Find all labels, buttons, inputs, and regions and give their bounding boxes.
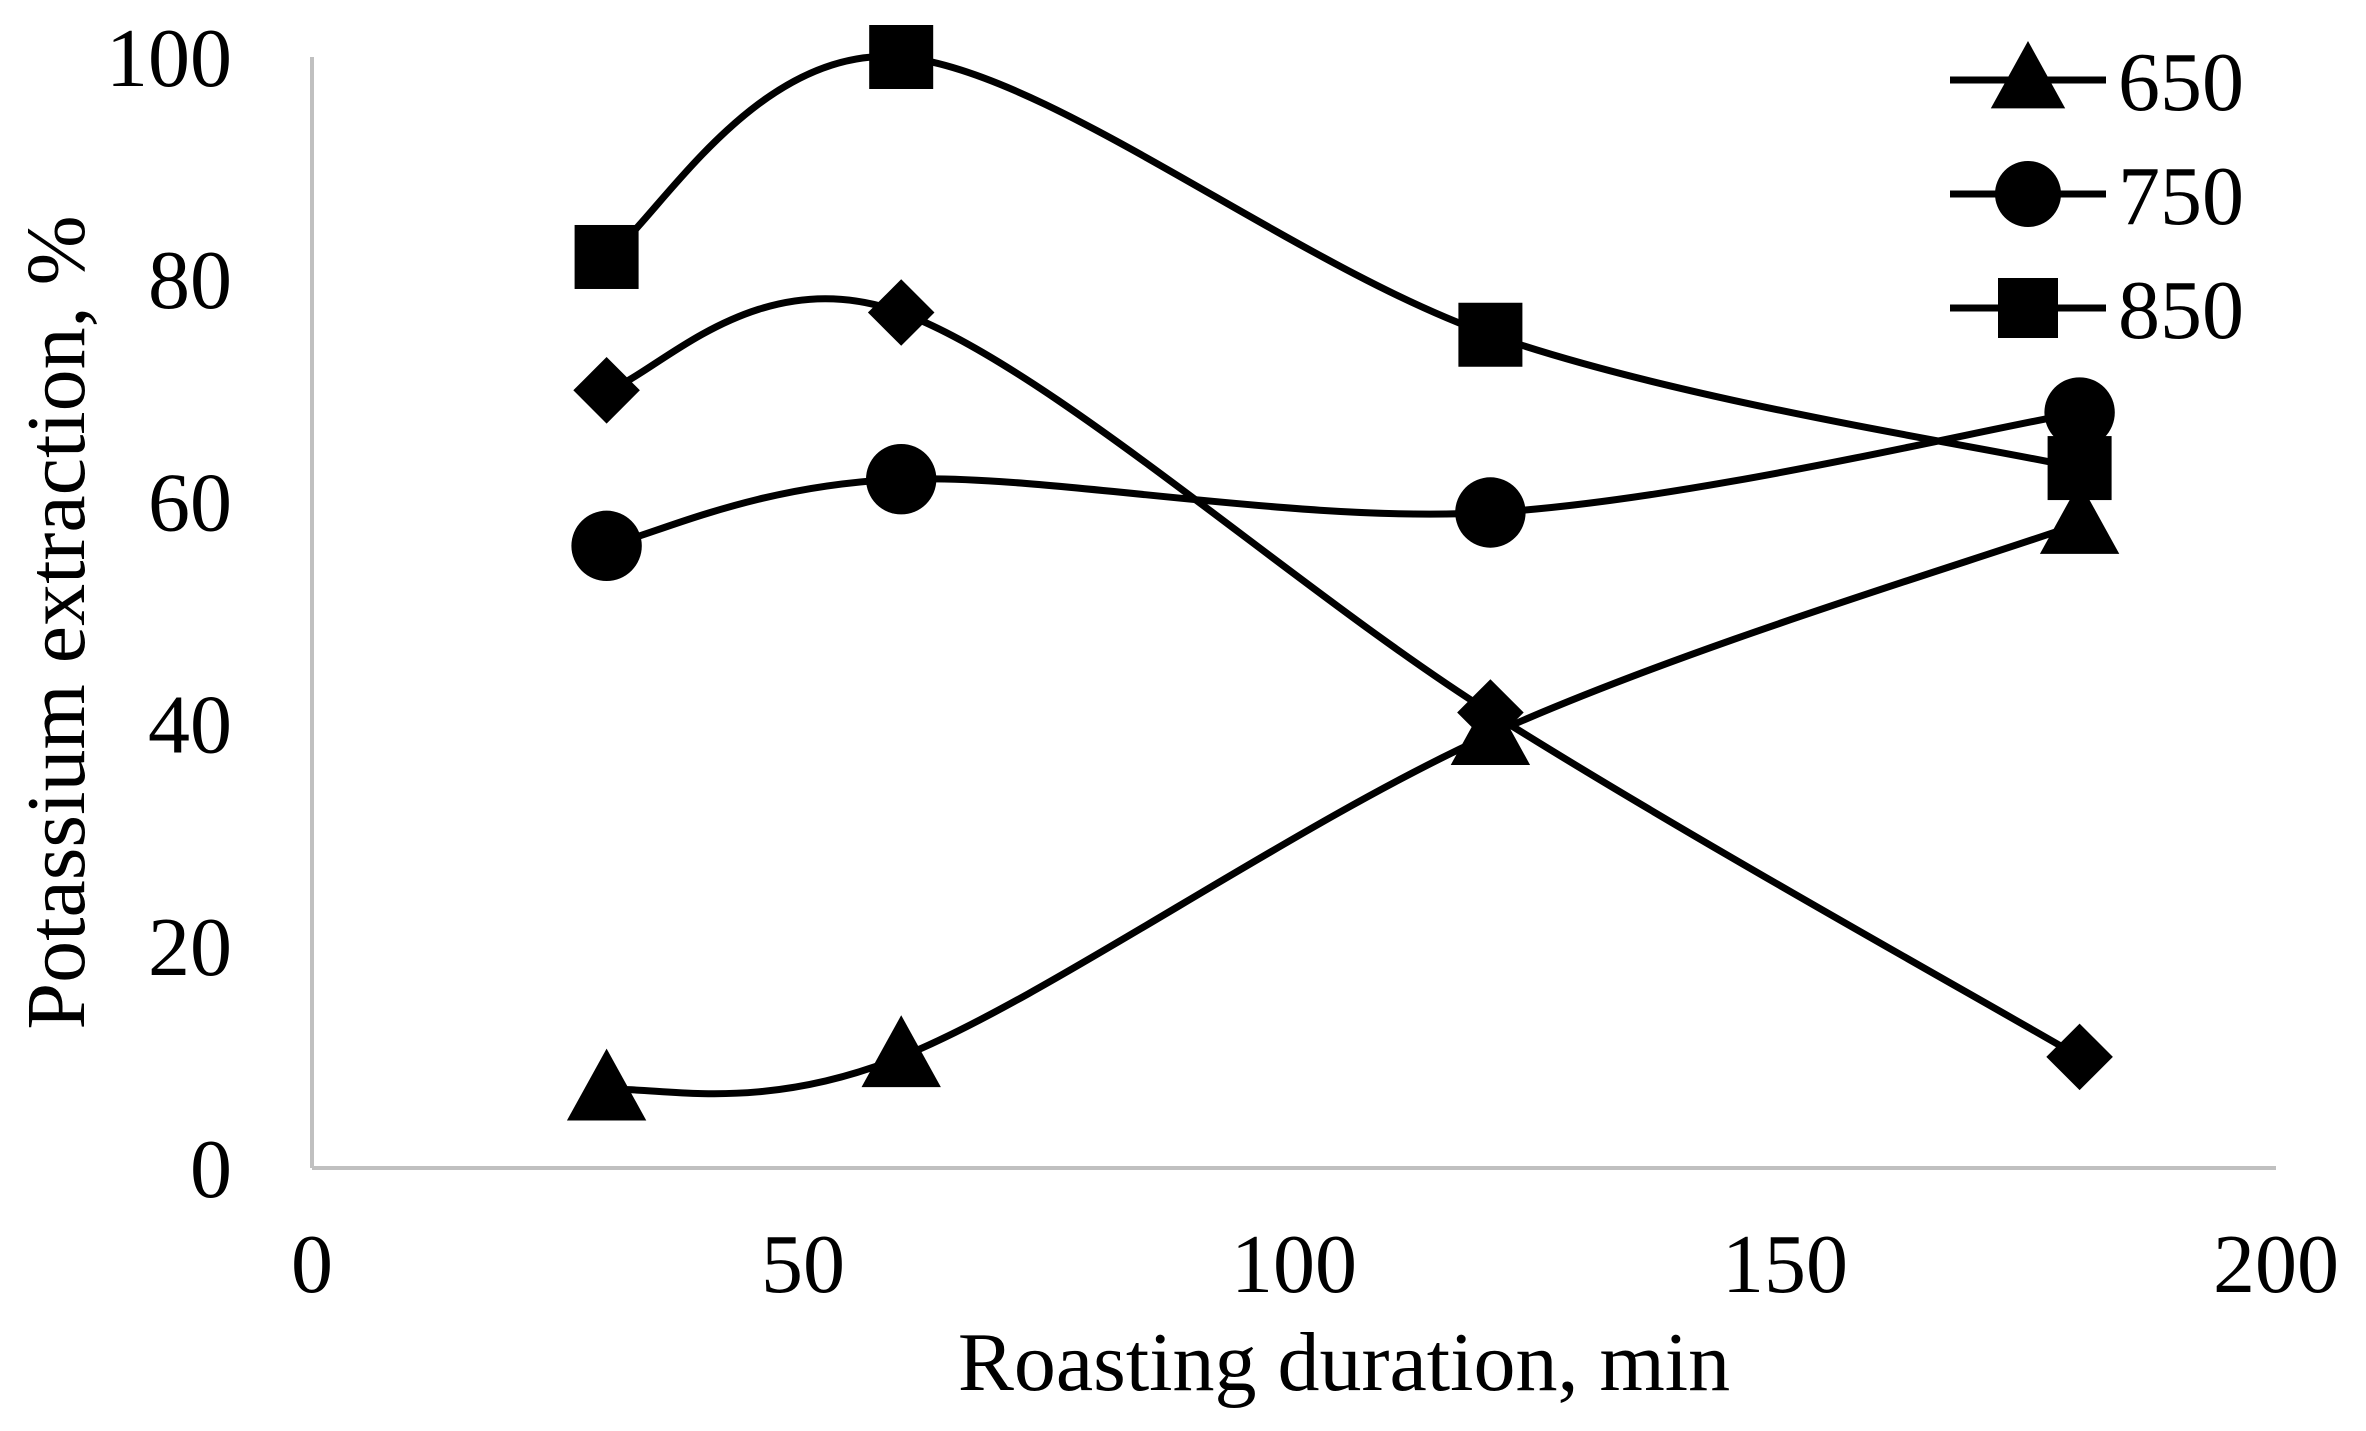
x-tick-label: 50	[761, 1218, 845, 1311]
x-axis-title: Roasting duration, min	[958, 1316, 1730, 1409]
circle-data-point	[571, 510, 642, 582]
circle-data-point	[2044, 377, 2115, 448]
triangle-data-point	[2039, 481, 2120, 554]
y-tick-label: 80	[148, 234, 232, 327]
legend-triangle-marker	[1990, 40, 2066, 109]
series-line	[603, 520, 2084, 1098]
x-tick-label: 200	[2213, 1218, 2339, 1311]
series-layer	[566, 25, 2120, 1121]
circle-data-point	[866, 443, 937, 515]
series-diamond	[573, 279, 2113, 1091]
y-tick-label: 60	[148, 456, 232, 549]
x-tick-label: 150	[1722, 1218, 1848, 1311]
series-650	[566, 481, 2120, 1121]
legend-circle-marker	[1995, 161, 2061, 227]
legend-label: 750	[2118, 150, 2244, 243]
square-data-point	[1458, 302, 1523, 367]
y-tick-label: 0	[190, 1123, 232, 1216]
diamond-data-point	[1457, 679, 1524, 746]
diamond-data-point	[573, 357, 640, 424]
diamond-data-point	[867, 279, 935, 346]
legend-item: 850	[1950, 264, 2244, 357]
series-line	[603, 409, 2084, 550]
diamond-data-point	[2046, 1023, 2113, 1091]
triangle-data-point	[861, 1015, 941, 1088]
square-data-point	[869, 25, 934, 89]
triangle-data-point	[566, 1048, 647, 1121]
series-line	[603, 295, 2084, 1061]
y-tick-label: 40	[148, 679, 232, 772]
legend-square-marker	[1998, 278, 2058, 338]
x-tick-labels: 0 50 100 150 200	[291, 1218, 2339, 1311]
circle-data-point	[1455, 477, 1526, 548]
axes	[310, 57, 2276, 1170]
series-750	[571, 377, 2115, 582]
x-tick-label: 100	[1231, 1218, 1357, 1311]
y-axis-title: Potassium extraction, %	[10, 215, 103, 1029]
y-tick-labels: 0 20 40 60 80 100	[106, 12, 232, 1216]
legend-item: 650	[1950, 36, 2244, 129]
y-tick-label: 100	[106, 12, 232, 105]
legend-label: 650	[2118, 36, 2244, 129]
series-line	[603, 52, 2084, 472]
legend: 650 750 850	[1950, 36, 2244, 357]
series-850	[574, 25, 2112, 501]
legend-item: 750	[1950, 150, 2244, 243]
square-data-point	[2047, 436, 2112, 501]
y-tick-label: 20	[148, 901, 232, 994]
x-tick-label: 0	[291, 1218, 333, 1311]
square-data-point	[574, 224, 639, 289]
legend-label: 850	[2118, 264, 2244, 357]
